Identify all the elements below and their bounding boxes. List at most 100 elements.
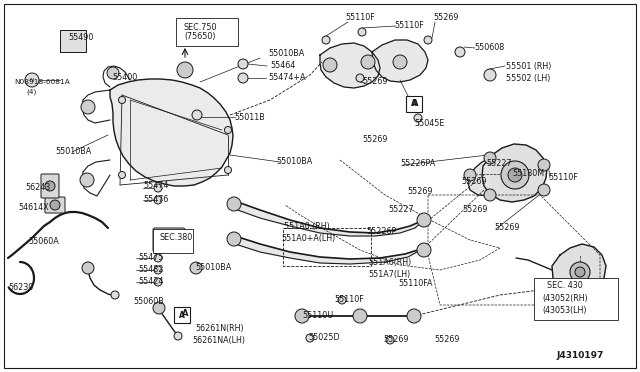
Circle shape [195,113,198,116]
Text: 55269: 55269 [434,336,460,344]
Circle shape [120,173,124,176]
Circle shape [86,266,90,270]
Circle shape [177,62,193,78]
Circle shape [467,173,472,177]
Circle shape [488,192,493,198]
Polygon shape [468,158,490,196]
Polygon shape [372,40,428,82]
Circle shape [570,262,590,282]
FancyBboxPatch shape [45,197,65,213]
Circle shape [120,99,124,102]
Text: 55482: 55482 [138,266,163,275]
Text: 551A7(LH): 551A7(LH) [368,269,410,279]
Circle shape [424,36,432,44]
FancyBboxPatch shape [176,18,238,46]
Text: 55501 (RH): 55501 (RH) [506,61,552,71]
Circle shape [299,313,305,319]
Text: 56261N(RH): 56261N(RH) [195,324,244,333]
Text: 55269: 55269 [462,205,488,215]
FancyBboxPatch shape [534,278,618,320]
Circle shape [365,59,371,65]
Polygon shape [110,79,233,186]
Text: 55502 (LH): 55502 (LH) [506,74,550,83]
Text: 55269: 55269 [461,176,486,186]
Circle shape [575,267,585,277]
Circle shape [417,116,419,119]
Circle shape [327,62,333,68]
Bar [60,30,86,52]
Circle shape [227,232,241,246]
Circle shape [361,55,375,69]
Circle shape [154,254,162,262]
Text: 551A0+A(LH): 551A0+A(LH) [281,234,335,243]
Circle shape [107,67,119,79]
Text: 56230: 56230 [8,282,33,292]
Circle shape [388,339,392,341]
Text: 55110F: 55110F [394,20,424,29]
Text: 551A6(RH): 551A6(RH) [368,257,412,266]
Text: 55269: 55269 [494,224,520,232]
Circle shape [227,197,241,211]
Text: 55110F: 55110F [548,173,578,183]
Text: 55269: 55269 [362,77,387,87]
Text: A: A [412,99,419,108]
Circle shape [501,161,529,189]
Circle shape [227,128,230,131]
Circle shape [426,38,429,42]
Text: 54614X: 54614X [18,203,49,212]
Text: 55010BA: 55010BA [268,49,304,58]
Circle shape [455,47,465,57]
FancyBboxPatch shape [153,229,193,253]
Text: 55010BA: 55010BA [55,148,92,157]
Circle shape [238,73,248,83]
Text: 55110FA: 55110FA [398,279,433,289]
Circle shape [50,200,60,210]
Circle shape [82,262,94,274]
Circle shape [324,38,328,42]
Circle shape [356,74,364,82]
Circle shape [538,159,550,171]
Circle shape [225,126,232,134]
Circle shape [386,336,394,344]
Text: 55475: 55475 [138,253,163,263]
Circle shape [414,114,422,122]
Circle shape [508,168,522,182]
Text: 55476: 55476 [143,196,168,205]
Circle shape [295,309,309,323]
Circle shape [512,172,518,178]
Circle shape [157,199,159,202]
Circle shape [25,73,39,87]
Text: SEC.380: SEC.380 [160,234,193,243]
Circle shape [488,155,493,160]
Circle shape [231,236,237,242]
Text: A: A [182,310,189,318]
Circle shape [154,278,162,286]
Circle shape [323,58,337,72]
Text: A: A [411,99,417,109]
Text: 55110F: 55110F [334,295,364,304]
Circle shape [484,152,496,164]
Circle shape [153,302,165,314]
Text: 55269: 55269 [433,13,458,22]
Circle shape [111,71,115,76]
Circle shape [166,237,172,243]
Text: 55400: 55400 [112,74,137,83]
Text: (43053(LH): (43053(LH) [542,305,586,314]
Text: 55011B: 55011B [234,112,265,122]
Text: J4310197: J4310197 [556,352,604,360]
Circle shape [417,243,431,257]
Circle shape [306,334,314,342]
Circle shape [322,36,330,44]
Circle shape [157,186,159,189]
Circle shape [458,51,461,54]
Circle shape [241,77,244,80]
Text: (43052(RH): (43052(RH) [542,294,588,302]
Text: 55424: 55424 [138,278,163,286]
Circle shape [488,74,492,77]
Text: 55474: 55474 [143,182,168,190]
Bar [283,228,371,266]
Text: 55226PA: 55226PA [400,158,435,167]
Text: 56261NA(LH): 56261NA(LH) [192,336,245,344]
Circle shape [353,309,367,323]
Text: 55110F: 55110F [345,13,375,22]
